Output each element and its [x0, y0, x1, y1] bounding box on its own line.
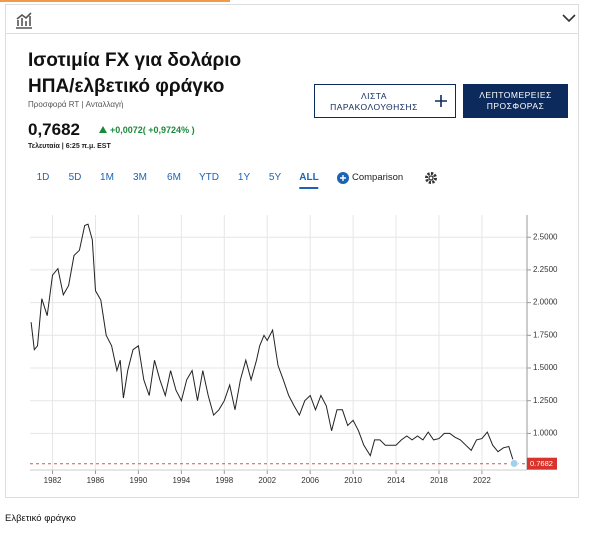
- comparison-icon[interactable]: [337, 172, 349, 184]
- y-tick-label: 1.0000: [533, 428, 558, 437]
- last-price-label: 0.7682: [530, 459, 553, 468]
- last-updated: Τελευταία | 6:25 π.μ. EST: [28, 143, 111, 150]
- price-change: +0,0072( +0,9724% ): [110, 125, 195, 135]
- x-tick-label: 2014: [387, 476, 405, 485]
- range-tab[interactable]: 5Y: [268, 172, 282, 183]
- button-text: ΠΡΟΣΦΟΡΑΣ: [486, 101, 545, 111]
- collapse-chevron[interactable]: [561, 12, 577, 24]
- x-tick-label: 2022: [473, 476, 491, 485]
- x-tick-label: 2002: [258, 476, 276, 485]
- settings-icon[interactable]: [424, 171, 438, 185]
- widget-frame: [5, 4, 579, 498]
- x-tick-label: 2006: [301, 476, 319, 485]
- x-tick-label: 1998: [215, 476, 233, 485]
- price-line: [30, 223, 515, 464]
- x-tick-label: 1986: [87, 476, 105, 485]
- top-bar: [5, 4, 579, 34]
- title-line: Ισοτιμία FX για δολάριο: [28, 50, 242, 71]
- y-tick-label: 2.2500: [533, 265, 558, 274]
- x-tick-label: 1990: [130, 476, 148, 485]
- footer-label: Ελβετικό φράγκο: [5, 513, 76, 524]
- range-tab[interactable]: 1M: [100, 172, 114, 183]
- x-tick-label: 2010: [344, 476, 362, 485]
- range-tab[interactable]: 5D: [68, 172, 82, 183]
- title: Ισοτιμία FX για δολάριο ΗΠΑ/ελβετικό φράγ…: [28, 48, 241, 100]
- x-tick-label: 1994: [172, 476, 190, 485]
- last-price-tag: [527, 457, 557, 470]
- button-text: ΛΕΠΤΟΜΕΡΕΙΕΣ: [479, 90, 552, 100]
- range-tab[interactable]: 6M: [167, 172, 181, 183]
- comparison-button[interactable]: Comparison: [352, 172, 404, 183]
- button-text: ΛΙΣΤΑ: [360, 91, 388, 101]
- up-arrow: [99, 126, 107, 133]
- range-tab[interactable]: 3M: [133, 172, 147, 183]
- y-tick-label: 1.5000: [533, 363, 558, 372]
- details-button[interactable]: ΛΕΠΤΟΜΕΡΕΙΕΣ ΠΡΟΣΦΟΡΑΣ: [463, 84, 568, 118]
- range-tab[interactable]: 1Y: [237, 172, 251, 183]
- y-tick-label: 1.2500: [533, 396, 558, 405]
- range-tab[interactable]: 1D: [36, 172, 50, 183]
- range-tab[interactable]: ALL: [299, 172, 319, 189]
- title-line: ΗΠΑ/ελβετικό φράγκο: [28, 76, 225, 97]
- chart-icon[interactable]: [14, 10, 34, 30]
- subtitle: Προσφορά RT | Ανταλλαγή: [28, 100, 124, 109]
- button-text: ΠΑΡΑΚΟΛΟΥΘΗΣΗΣ: [330, 102, 418, 112]
- range-tab[interactable]: YTD: [199, 172, 219, 183]
- x-tick-label: 2018: [430, 476, 448, 485]
- y-tick-label: 1.7500: [533, 330, 558, 339]
- y-tick-label: 2.0000: [533, 298, 558, 307]
- price: 0,7682: [28, 120, 80, 139]
- last-point: [509, 458, 519, 468]
- plus-icon: [435, 95, 447, 107]
- watchlist-button[interactable]: ΛΙΣΤΑ ΠΑΡΑΚΟΛΟΥΘΗΣΗΣ: [314, 84, 456, 118]
- x-tick-label: 1982: [44, 476, 62, 485]
- accent-line: [0, 0, 230, 2]
- y-tick-label: 2.5000: [533, 232, 558, 241]
